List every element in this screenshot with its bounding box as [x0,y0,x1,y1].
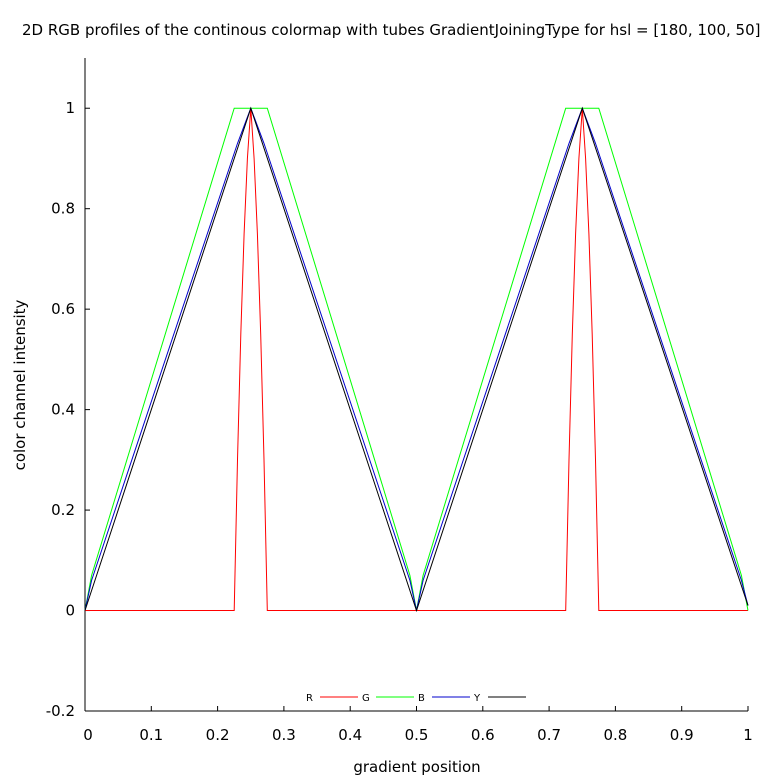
y-tick-label: 1 [65,99,75,117]
chart-title: 2D RGB profiles of the continous colorma… [22,21,760,39]
x-tick-label: 0.3 [272,726,296,744]
x-tick-label: 0.5 [405,726,429,744]
x-tick-label: 0.8 [603,726,627,744]
x-tick-label: 0.6 [471,726,495,744]
x-tick-label: 0.7 [537,726,561,744]
legend-label-b: B [418,693,425,704]
x-tick-label: 0.2 [206,726,230,744]
legend-label-g: G [362,693,370,704]
y-tick-label: -0.2 [46,702,75,720]
x-axis-label: gradient position [353,758,480,776]
y-tick-label: 0 [65,602,75,620]
x-tick-label: 0.1 [139,726,163,744]
x-tick-label: 0.9 [670,726,694,744]
x-tick-label: 1 [743,726,753,744]
series-layer [84,106,749,613]
x-tick-label: 0.4 [338,726,362,744]
x-tick-label: 0 [83,726,93,744]
series-line-b [84,106,749,611]
y-tick-label: 0.4 [51,401,75,419]
y-tick-label: 0.2 [51,501,75,519]
legend-label-y: Y [473,693,481,704]
y-tick-label: 0.8 [51,200,75,218]
y-axis-label: color channel intensity [11,299,29,470]
y-tick-label: 0.6 [51,300,75,318]
series-line-y [84,106,749,613]
axes: 0 0.1 0.2 0.3 0.4 0.5 0.6 0.7 0.8 0.9 1 -0.2 0 0.2 0.4… [46,58,753,744]
legend-label-r: R [306,693,313,704]
series-line-r [85,108,748,611]
series-line-g [84,107,749,611]
